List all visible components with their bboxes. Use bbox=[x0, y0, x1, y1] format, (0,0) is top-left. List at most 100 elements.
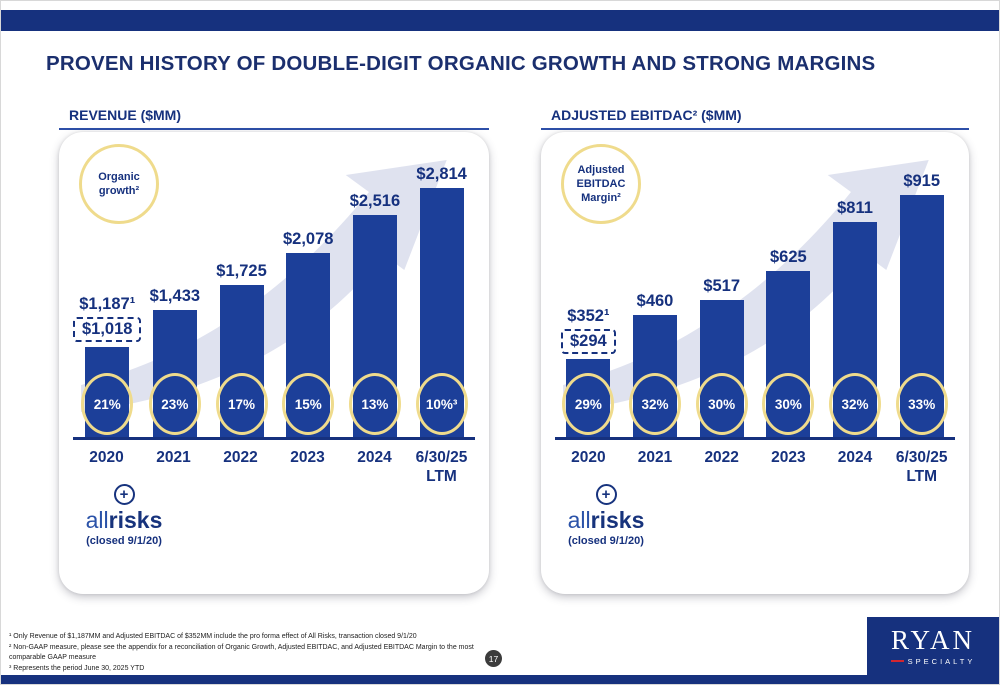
percentage-oval: 29% bbox=[562, 373, 615, 435]
percentage-oval: 33% bbox=[895, 373, 948, 435]
allrisks-logo-part2: risks bbox=[108, 507, 163, 533]
chart-panel: Adjusted EBITDAC Margin² $352¹ $294 29% $46… bbox=[541, 132, 969, 594]
bar-column: $1,187¹ $1,018 21% bbox=[73, 156, 142, 437]
logo-specialty-row: SPECIALTY bbox=[890, 656, 976, 666]
chart-title-revenue: REVENUE ($MM) bbox=[59, 107, 489, 130]
percentage-oval: 17% bbox=[215, 373, 268, 435]
badge-organic-growth: Organic growth² bbox=[79, 144, 159, 224]
bar-column: $2,078 15% bbox=[275, 156, 342, 437]
x-axis-labels: 2020 2021 2022 2023 2024 6/30/25 LTM bbox=[73, 448, 475, 487]
percentage-oval: 21% bbox=[81, 373, 134, 435]
bar-value-label: $1,725 bbox=[216, 262, 267, 280]
chart-panel: Organic growth² $1,187¹ $1,018 21% $1,433 23… bbox=[59, 132, 489, 594]
page-number-badge: 17 bbox=[485, 650, 502, 667]
bar-column: $915 33% bbox=[888, 156, 955, 437]
x-axis-label: 2024 bbox=[341, 448, 408, 487]
year-label: 2023 bbox=[771, 449, 806, 466]
bar-value-label: $2,078 bbox=[282, 230, 334, 248]
year-label: 2023 bbox=[290, 449, 325, 466]
ebitdac-chart-section: ADJUSTED EBITDAC² ($MM) Adjusted EBITDAC… bbox=[541, 107, 969, 594]
acquisition-note: (closed 9/1/20) bbox=[568, 535, 644, 548]
allrisks-logo: allrisks bbox=[85, 507, 163, 533]
x-axis-label: 6/30/25 LTM bbox=[408, 448, 475, 487]
bar-column: $2,814 10%³ bbox=[408, 156, 475, 437]
x-axis-label: 2020 bbox=[555, 448, 622, 487]
percentage-oval: 32% bbox=[829, 373, 882, 435]
year-label: 6/30/25 bbox=[895, 449, 948, 466]
bar-column: $460 32% bbox=[622, 156, 689, 437]
year-label: 2022 bbox=[223, 449, 258, 466]
year-label: 2024 bbox=[837, 449, 873, 466]
plot-area: $352¹ $294 29% $460 32% $517 30% $625 30% $811 32%… bbox=[555, 156, 955, 440]
acquisition-callout: + allrisks (closed 9/1/20) bbox=[551, 484, 661, 547]
footnote-1: ¹ Only Revenue of $1,187MM and Adjusted … bbox=[9, 633, 417, 640]
bar-value-label: $2,516 bbox=[349, 192, 401, 210]
x-axis-label: 6/30/25 LTM bbox=[888, 448, 955, 487]
percentage-oval: 30% bbox=[695, 373, 748, 435]
year-sublabel: LTM bbox=[906, 468, 938, 486]
year-label: 2020 bbox=[571, 449, 606, 466]
x-axis-label: 2022 bbox=[207, 448, 274, 487]
footnote-2: ² Non-GAAP measure, please see the appen… bbox=[9, 643, 474, 662]
bar-value-label: $460 bbox=[636, 292, 674, 310]
logo-red-accent bbox=[890, 660, 904, 662]
bar-column: $2,516 13% bbox=[342, 156, 409, 437]
bar-column: $352¹ $294 29% bbox=[555, 156, 622, 437]
percentage-oval: 30% bbox=[762, 373, 815, 435]
bar-value-label: $1,018 bbox=[73, 317, 142, 342]
acquisition-callout: + allrisks (closed 9/1/20) bbox=[69, 484, 179, 547]
percentage-oval: 15% bbox=[282, 373, 335, 435]
bar-value-label: $625 bbox=[769, 248, 807, 266]
bar-column: $1,725 17% bbox=[208, 156, 275, 437]
pro-forma-value-label: $1,187¹ bbox=[79, 295, 136, 313]
x-axis-label: 2024 bbox=[822, 448, 889, 487]
x-axis-label: 2022 bbox=[688, 448, 755, 487]
year-sublabel: LTM bbox=[426, 468, 457, 486]
percentage-oval: 32% bbox=[629, 373, 681, 435]
allrisks-logo-part1: all bbox=[567, 507, 591, 533]
logo-ryan-text: RYAN bbox=[890, 624, 976, 655]
bar-value-label: $1,433 bbox=[149, 287, 201, 305]
plus-icon: + bbox=[113, 484, 135, 505]
chart-title-ebitdac: ADJUSTED EBITDAC² ($MM) bbox=[541, 107, 969, 130]
year-label: 6/30/25 bbox=[415, 449, 468, 466]
bar-column: $517 30% bbox=[688, 156, 755, 437]
x-axis-label: 2023 bbox=[755, 448, 822, 487]
year-label: 2021 bbox=[156, 449, 191, 466]
bar-value-label: $517 bbox=[703, 277, 741, 295]
pro-forma-value-label: $352¹ bbox=[567, 307, 610, 325]
allrisks-logo-part2: risks bbox=[590, 507, 645, 533]
allrisks-logo: allrisks bbox=[567, 507, 645, 533]
bar-value-label: $811 bbox=[837, 199, 873, 217]
badge-ebitdac-margin: Adjusted EBITDAC Margin² bbox=[561, 144, 641, 224]
x-axis-label: 2020 bbox=[73, 448, 140, 487]
percentage-oval: 23% bbox=[148, 373, 201, 435]
revenue-chart-section: REVENUE ($MM) Organic growth² $1,187¹ $1,… bbox=[59, 107, 489, 594]
x-axis-labels: 2020 2021 2022 2023 2024 6/30/25 LTM bbox=[555, 448, 955, 487]
x-axis-label: 2023 bbox=[274, 448, 341, 487]
plus-icon: + bbox=[595, 484, 617, 505]
plot-area: $1,187¹ $1,018 21% $1,433 23% $1,725 17% $2,078… bbox=[73, 156, 475, 440]
x-axis-label: 2021 bbox=[622, 448, 689, 487]
slide-title: PROVEN HISTORY OF DOUBLE-DIGIT ORGANIC G… bbox=[46, 52, 876, 75]
bar-column: $1,433 23% bbox=[141, 156, 208, 437]
bar-column: $811 32% bbox=[822, 156, 889, 437]
top-accent-bar bbox=[1, 10, 999, 31]
footnotes: ¹ Only Revenue of $1,187MM and Adjusted … bbox=[9, 632, 477, 674]
bar-value-label: $2,814 bbox=[416, 165, 467, 183]
year-label: 2024 bbox=[357, 449, 392, 466]
year-label: 2021 bbox=[637, 449, 673, 466]
footnote-3: ³ Represents the period June 30, 2025 YT… bbox=[9, 664, 145, 672]
year-label: 2020 bbox=[89, 449, 124, 466]
x-axis-label: 2021 bbox=[140, 448, 207, 487]
logo-specialty-text: SPECIALTY bbox=[907, 656, 976, 666]
allrisks-logo-part1: all bbox=[85, 507, 109, 533]
acquisition-note: (closed 9/1/20) bbox=[86, 535, 162, 548]
percentage-oval: 13% bbox=[348, 373, 401, 435]
bottom-accent-bar bbox=[1, 675, 999, 684]
bar-value-label: $294 bbox=[560, 329, 616, 354]
bar-column: $625 30% bbox=[755, 156, 822, 437]
bar-value-label: $915 bbox=[903, 172, 941, 190]
year-label: 2022 bbox=[704, 449, 739, 466]
